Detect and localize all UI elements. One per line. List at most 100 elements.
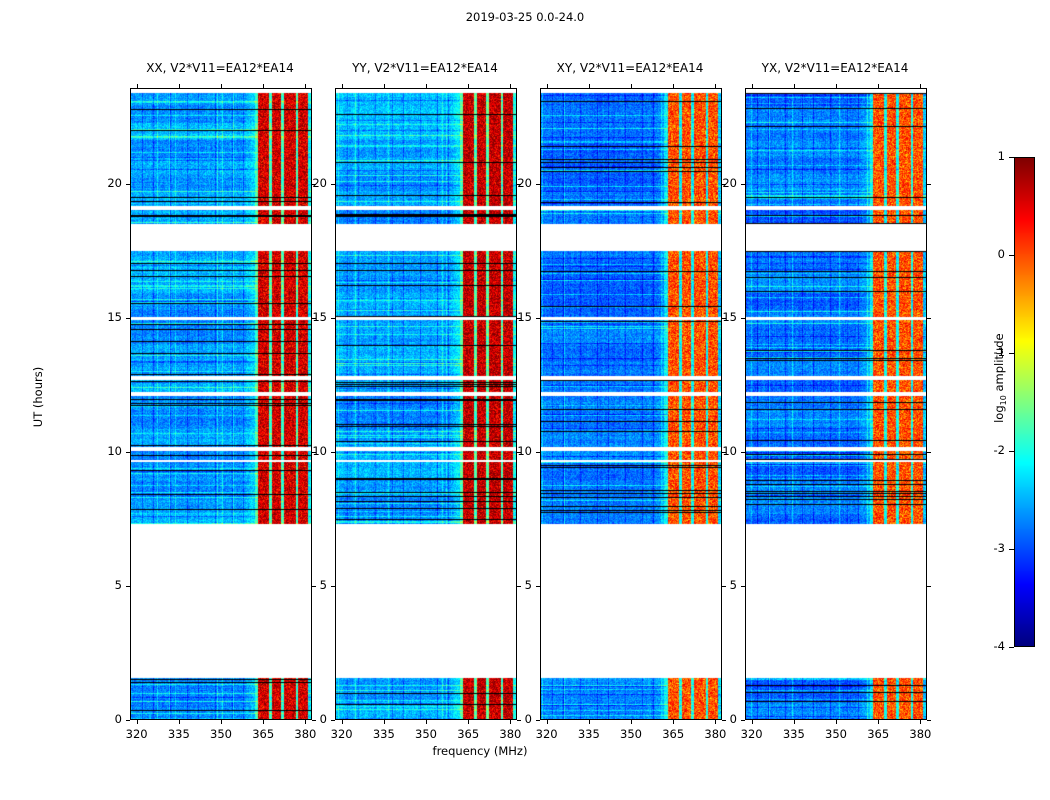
y-tick-mark: [741, 720, 745, 721]
y-tick-label: 5: [319, 578, 327, 593]
waterfall-panel-yy[interactable]: [335, 88, 517, 720]
y-tick-mark: [741, 184, 745, 186]
y-axis-label: UT (hours): [31, 366, 45, 428]
y-tick-mark-right: [927, 184, 931, 186]
panel-title-yx: YX, V2*V11=EA12*EA14: [761, 61, 909, 75]
x-tick-mark-top: [673, 84, 675, 88]
x-tick-label: 335: [782, 727, 805, 741]
x-tick-mark-top: [468, 84, 470, 88]
x-tick-label: 380: [704, 727, 727, 741]
waterfall-panel-xy[interactable]: [540, 88, 722, 720]
x-tick-label: 350: [415, 727, 437, 741]
y-tick-mark: [126, 586, 130, 588]
x-tick-mark: [920, 720, 922, 724]
x-tick-label: 320: [125, 727, 148, 741]
y-tick-mark: [126, 452, 130, 454]
x-axis-label: frequency (MHz): [432, 744, 528, 758]
x-tick-label: 365: [662, 727, 685, 741]
x-tick-label: 335: [372, 727, 395, 741]
colorbar-tick-label: -4: [993, 639, 1005, 653]
y-tick-mark-right: [722, 720, 726, 721]
y-tick-mark-right: [517, 720, 521, 721]
x-tick-mark: [588, 720, 590, 724]
y-tick-label: 20: [312, 176, 327, 191]
y-tick-mark-right: [517, 318, 521, 320]
x-tick-label: 380: [909, 727, 932, 741]
y-tick-mark: [741, 586, 745, 588]
y-tick-mark: [126, 318, 130, 320]
y-tick-mark-right: [312, 452, 316, 454]
x-tick-mark-top: [836, 84, 837, 88]
y-tick-mark-right: [312, 720, 316, 721]
y-tick-mark-right: [927, 318, 931, 320]
figure-suptitle: 2019-03-25 0.0-24.0: [465, 10, 585, 24]
colorbar-tick-label: -2: [993, 443, 1005, 457]
y-tick-mark: [741, 452, 745, 454]
y-tick-label: 5: [729, 578, 737, 593]
colorbar-tick-mark: [1009, 353, 1014, 354]
y-tick-mark: [331, 452, 335, 454]
x-tick-mark-top: [221, 84, 222, 88]
y-tick-label: 15: [312, 310, 327, 325]
x-tick-mark: [631, 720, 632, 724]
x-tick-label: 365: [252, 727, 275, 741]
y-tick-label: 15: [722, 310, 737, 325]
x-tick-mark: [426, 720, 427, 724]
y-tick-mark-right: [517, 184, 521, 186]
y-tick-mark-right: [312, 318, 316, 320]
y-tick-label: 0: [524, 712, 532, 726]
colorbar-tick-label: 0: [997, 247, 1005, 261]
colorbar[interactable]: [1014, 157, 1035, 647]
x-tick-mark-top: [588, 84, 590, 88]
waterfall-panel-xx[interactable]: [130, 88, 312, 720]
x-tick-mark-top: [178, 84, 180, 88]
x-tick-label: 320: [330, 727, 353, 741]
x-tick-mark-top: [136, 84, 138, 88]
y-tick-label: 0: [319, 712, 327, 726]
y-tick-mark: [536, 720, 540, 721]
y-tick-mark: [741, 318, 745, 320]
y-tick-mark-right: [722, 586, 726, 588]
x-tick-label: 380: [499, 727, 522, 741]
y-tick-mark-right: [722, 184, 726, 186]
waterfall-panel-yx[interactable]: [745, 88, 927, 720]
x-tick-mark-top: [341, 84, 343, 88]
x-tick-label: 350: [210, 727, 232, 741]
y-tick-mark: [536, 184, 540, 186]
x-tick-label: 335: [167, 727, 190, 741]
x-tick-mark: [221, 720, 222, 724]
y-tick-mark: [126, 184, 130, 186]
x-tick-mark: [383, 720, 385, 724]
y-tick-label: 5: [524, 578, 532, 593]
y-tick-label: 20: [107, 176, 122, 191]
y-tick-mark-right: [722, 452, 726, 454]
colorbar-tick-mark: [1009, 255, 1014, 256]
y-tick-label: 15: [107, 310, 122, 325]
y-tick-mark-right: [927, 452, 931, 454]
x-tick-mark-top: [546, 84, 548, 88]
x-tick-mark: [878, 720, 880, 724]
x-tick-mark: [836, 720, 837, 724]
colorbar-tick-mark: [1009, 157, 1014, 158]
x-tick-mark-top: [631, 84, 632, 88]
y-tick-label: 10: [722, 444, 737, 459]
x-tick-mark: [178, 720, 180, 724]
x-tick-label: 350: [620, 727, 642, 741]
panel-title-xy: XY, V2*V11=EA12*EA14: [556, 61, 704, 75]
y-tick-mark-right: [312, 586, 316, 588]
x-tick-mark-top: [793, 84, 795, 88]
x-tick-label: 335: [577, 727, 600, 741]
y-tick-mark: [331, 318, 335, 320]
y-tick-mark: [126, 720, 130, 721]
colorbar-tick-label: 1: [997, 149, 1005, 163]
colorbar-tick-mark: [1009, 647, 1014, 648]
y-tick-mark-right: [517, 452, 521, 454]
x-tick-mark-top: [878, 84, 880, 88]
panel-title-yy: YY, V2*V11=EA12*EA14: [352, 61, 498, 75]
y-tick-mark-right: [722, 318, 726, 320]
x-tick-label: 320: [740, 727, 763, 741]
y-tick-label: 10: [107, 444, 122, 459]
x-tick-mark: [468, 720, 470, 724]
y-tick-mark-right: [927, 720, 931, 721]
